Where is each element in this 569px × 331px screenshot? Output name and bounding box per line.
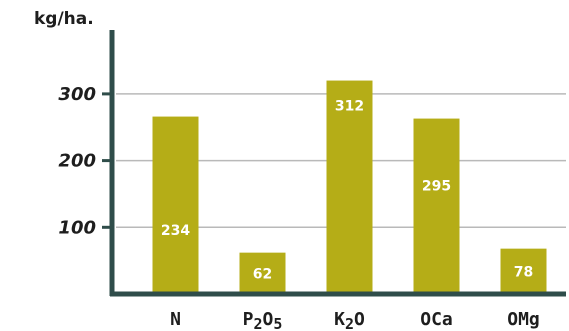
labels-layer: 100 200 300 234 N 62 P2O5 312 K2O 295 OCa 78 OMg [58,84,539,331]
x-tick-label-P2O5: P2O5 [243,309,283,331]
x-tick-label-OMg: OMg [507,309,540,330]
x-tick-label-K2O: K2O [334,309,365,331]
bar-value-label-K2O: 312 [335,99,364,115]
bar-P2O5 [239,252,286,294]
y-tick-label-300: 300 [58,84,96,105]
bar-OMg [500,248,547,294]
x-tick-label-OCa: OCa [420,309,453,330]
bar-N [152,116,199,294]
bar-value-label-OCa: 295 [422,179,451,195]
y-tick-label-100: 100 [58,217,96,238]
axes-layer [102,30,566,297]
bar-OCa [413,118,460,294]
bar-value-label-N: 234 [161,223,190,239]
bar-K2O [326,80,373,294]
bar-value-label-OMg: 78 [514,264,533,280]
x-tick-label-N: N [170,309,181,330]
bar-value-label-P2O5: 62 [253,266,272,282]
bars-layer [152,80,547,294]
y-axis-label: kg/ha. [34,9,94,29]
y-tick-label-200: 200 [58,151,96,172]
